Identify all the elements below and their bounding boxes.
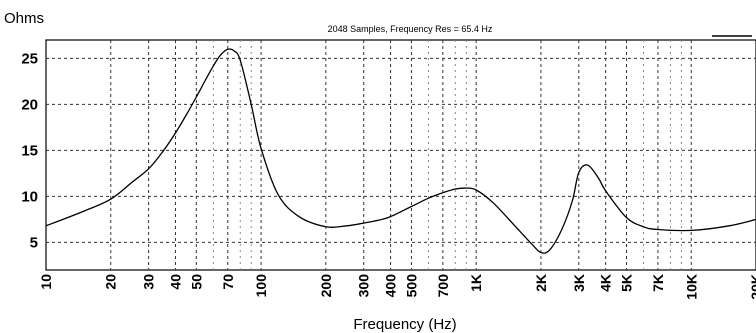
y-axis-label: Ohms bbox=[4, 10, 44, 27]
y-grid bbox=[46, 57, 756, 243]
x-tick-label: 200 bbox=[318, 274, 334, 298]
x-tick-label: 70 bbox=[220, 274, 236, 290]
impedance-curve bbox=[45, 48, 756, 254]
y-tick-label: 5 bbox=[30, 234, 38, 251]
x-tick-label: 30 bbox=[141, 274, 157, 290]
y-tick-label: 10 bbox=[21, 188, 38, 205]
x-tick-label: 100 bbox=[253, 274, 269, 298]
x-tick-label: 300 bbox=[356, 274, 372, 298]
x-tick-label: 400 bbox=[383, 274, 399, 298]
x-tick-label: 7K bbox=[650, 274, 666, 292]
y-tick-label: 15 bbox=[21, 142, 38, 159]
plot-area: 5 10 15 20 25 10 20 30 40 50 70 100 200 300 400 500 700… bbox=[21, 39, 756, 300]
chart-title: 2048 Samples, Frequency Res = 65.4 Hz bbox=[328, 24, 493, 34]
x-tick-label: 700 bbox=[435, 274, 451, 298]
x-tick-label: 20 bbox=[103, 274, 119, 290]
x-tick-label: 50 bbox=[188, 274, 204, 290]
y-tick-label: 20 bbox=[21, 96, 38, 113]
x-tick-label: 40 bbox=[167, 274, 183, 290]
y-tick-label: 25 bbox=[21, 50, 38, 67]
x-tick-label: 3K bbox=[571, 274, 587, 292]
x-tick-labels: 10 20 30 40 50 70 100 200 300 400 500 700 1K 2K 3K 4K 5K… bbox=[38, 274, 756, 300]
x-tick-label: 1K bbox=[468, 274, 484, 292]
x-tick-label: 10 bbox=[38, 274, 54, 290]
plot-frame bbox=[45, 39, 756, 271]
x-tick-label: 5K bbox=[619, 274, 635, 292]
x-tick-label: 20K bbox=[748, 274, 756, 300]
x-tick-label: 4K bbox=[598, 274, 614, 292]
x-tick-label: 10K bbox=[683, 274, 699, 300]
y-tick-labels: 5 10 15 20 25 bbox=[21, 50, 38, 251]
x-tick-label: 500 bbox=[403, 274, 419, 298]
x-tick-label: 2K bbox=[533, 274, 549, 292]
x-grid bbox=[110, 40, 692, 270]
x-axis-label: Frequency (Hz) bbox=[353, 316, 456, 333]
